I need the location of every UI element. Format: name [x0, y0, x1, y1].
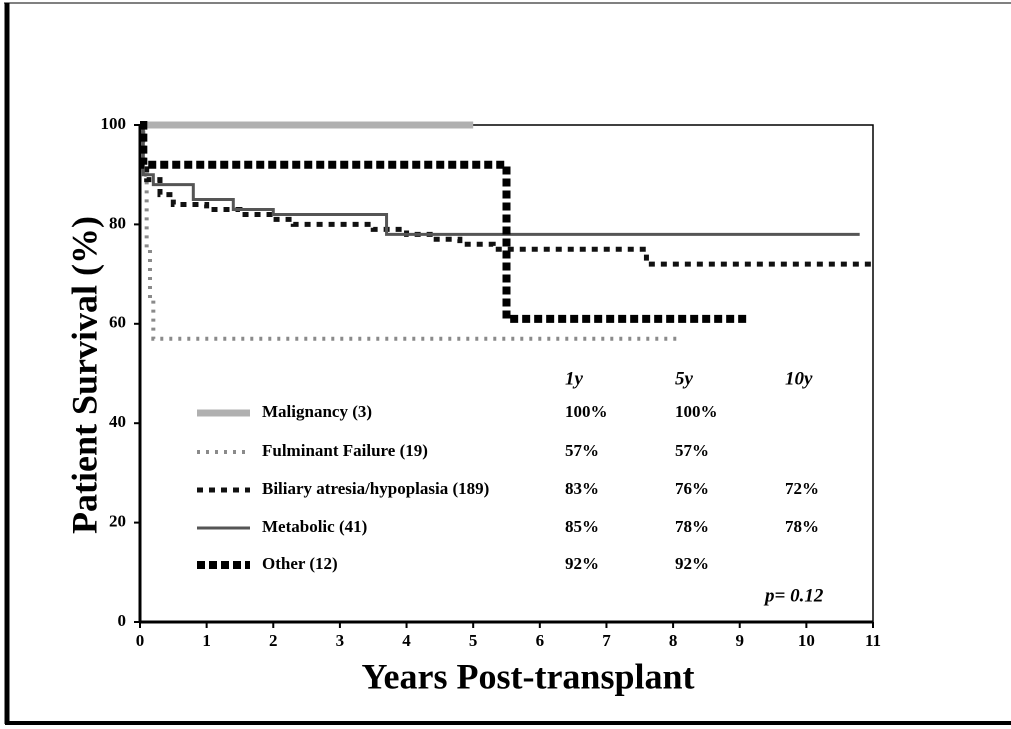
summary-column: 10y [785, 368, 813, 389]
x-tick-label: 1 [202, 631, 211, 650]
x-tick-label: 0 [136, 631, 145, 650]
y-tick-label: 80 [109, 213, 126, 232]
summary-value: 92% [565, 554, 599, 573]
y-tick-label: 100 [101, 114, 127, 133]
summary-value: 83% [565, 479, 599, 498]
x-tick-label: 11 [865, 631, 881, 650]
summary-value: 57% [565, 441, 599, 460]
summary-value: 85% [565, 517, 599, 536]
survival-curve [139, 121, 747, 323]
x-tick-label: 6 [536, 631, 545, 650]
y-axis-label: Patient Survival (%) [64, 216, 104, 534]
summary-value: 100% [565, 402, 608, 421]
x-tick-label: 10 [798, 631, 815, 650]
summary-value: 72% [785, 479, 819, 498]
summary-value: 100% [675, 402, 718, 421]
y-tick-label: 40 [109, 412, 126, 431]
x-tick-label: 5 [469, 631, 478, 650]
x-tick-label: 8 [669, 631, 678, 650]
survival-curve [140, 123, 860, 236]
y-tick-label: 20 [109, 512, 126, 531]
legend-label: Biliary atresia/hypoplasia (189) [262, 479, 489, 498]
summary-value: 57% [675, 441, 709, 460]
y-tick-label: 60 [109, 313, 126, 332]
x-axis-label: Years Post-transplant [362, 656, 695, 696]
summary-value: 78% [785, 517, 819, 536]
y-tick-label: 0 [118, 611, 127, 630]
summary-value: 92% [675, 554, 709, 573]
summary-value: 78% [675, 517, 709, 536]
survival-curve [140, 122, 873, 267]
p-value: p= 0.12 [763, 585, 824, 606]
x-tick-label: 9 [735, 631, 744, 650]
legend-label: Other (12) [262, 554, 338, 573]
summary-value: 76% [675, 479, 709, 498]
x-tick-label: 7 [602, 631, 611, 650]
x-tick-label: 2 [269, 631, 278, 650]
x-tick-label: 4 [402, 631, 411, 650]
survival-curve [140, 123, 680, 341]
legend-label: Metabolic (41) [262, 517, 367, 536]
x-tick-label: 3 [336, 631, 345, 650]
summary-column: 5y [675, 368, 694, 389]
legend-label: Fulminant Failure (19) [262, 441, 428, 460]
summary-column: 1y [565, 368, 584, 389]
plot-frame [139, 124, 874, 623]
legend-label: Malignancy (3) [262, 402, 372, 421]
